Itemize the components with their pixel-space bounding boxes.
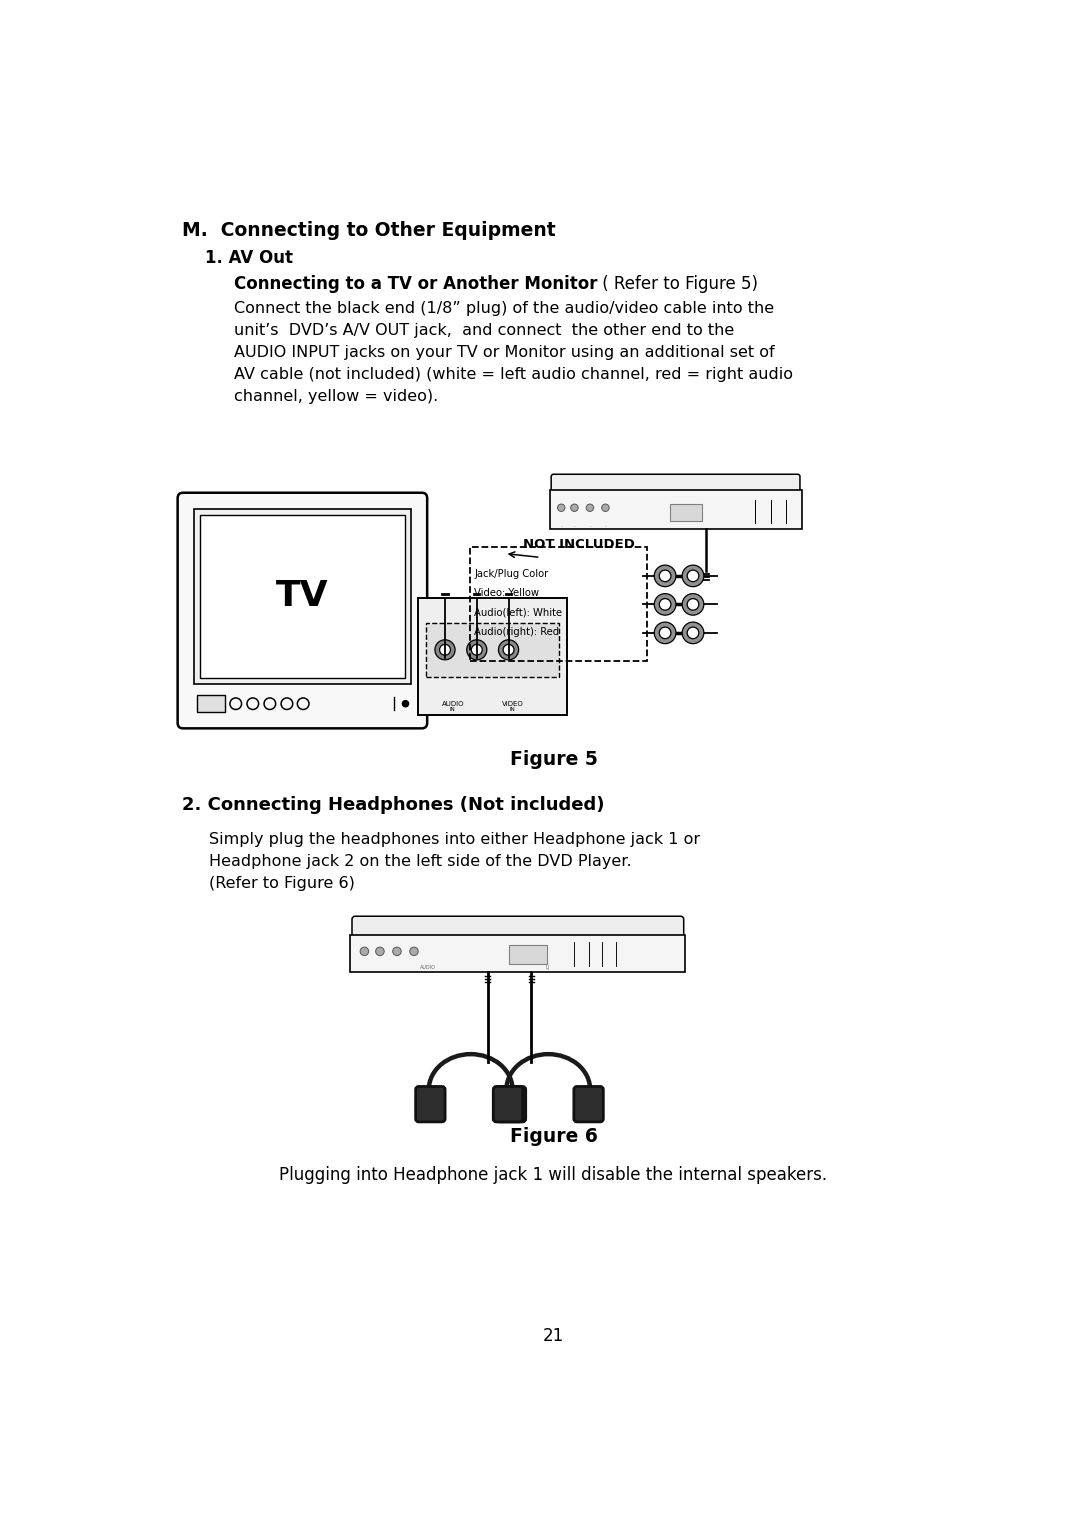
- Circle shape: [557, 504, 565, 512]
- Text: Connecting to a TV or Another Monitor: Connecting to a TV or Another Monitor: [234, 274, 597, 293]
- Circle shape: [654, 593, 676, 615]
- Text: .: .: [561, 523, 562, 527]
- Bar: [550, 491, 801, 529]
- Text: AUDIO: AUDIO: [442, 701, 464, 707]
- Circle shape: [403, 701, 408, 707]
- Text: M.  Connecting to Other Equipment: M. Connecting to Other Equipment: [181, 221, 555, 241]
- Text: Figure 5: Figure 5: [510, 750, 597, 770]
- Bar: [670, 504, 702, 521]
- Text: Simply plug the headphones into either Headphone jack 1 or: Simply plug the headphones into either H…: [208, 832, 700, 848]
- Text: unit’s  DVD’s A/V OUT jack,  and connect  the other end to the: unit’s DVD’s A/V OUT jack, and connect t…: [234, 323, 734, 337]
- FancyBboxPatch shape: [573, 1087, 604, 1122]
- Text: Figure 6: Figure 6: [510, 1127, 597, 1147]
- Circle shape: [687, 598, 699, 610]
- Bar: [510, 946, 546, 964]
- Circle shape: [393, 947, 401, 955]
- Text: .: .: [605, 523, 606, 527]
- Circle shape: [687, 627, 699, 639]
- Text: 2. Connecting Headphones (Not included): 2. Connecting Headphones (Not included): [181, 796, 604, 814]
- Circle shape: [376, 947, 384, 955]
- Text: LJ: LJ: [546, 966, 550, 970]
- Circle shape: [683, 566, 704, 587]
- Text: Video: Yellow: Video: Yellow: [474, 589, 539, 598]
- Circle shape: [659, 627, 671, 639]
- Circle shape: [409, 947, 418, 955]
- FancyBboxPatch shape: [352, 917, 684, 938]
- Circle shape: [659, 570, 671, 581]
- FancyBboxPatch shape: [551, 474, 800, 492]
- Text: channel, yellow = video).: channel, yellow = video).: [234, 389, 438, 403]
- Bar: [350, 935, 685, 972]
- Text: IN: IN: [510, 707, 515, 711]
- Text: Headphone jack 2 on the left side of the DVD Player.: Headphone jack 2 on the left side of the…: [208, 854, 631, 869]
- Text: Connect the black end (1/8” plug) of the audio/video cable into the: Connect the black end (1/8” plug) of the…: [234, 300, 774, 316]
- Text: VIDEO: VIDEO: [501, 701, 524, 707]
- Circle shape: [659, 598, 671, 610]
- Text: Audio(right): Red: Audio(right): Red: [474, 627, 559, 636]
- FancyBboxPatch shape: [416, 1087, 445, 1122]
- Circle shape: [654, 622, 676, 644]
- Text: 21: 21: [543, 1328, 564, 1346]
- Text: Jack/Plug Color: Jack/Plug Color: [474, 569, 549, 579]
- Text: .: .: [589, 523, 591, 527]
- Circle shape: [499, 639, 518, 659]
- Text: Audio(left): White: Audio(left): White: [474, 607, 563, 618]
- Circle shape: [654, 566, 676, 587]
- Circle shape: [471, 644, 482, 655]
- Text: Plugging into Headphone jack 1 will disable the internal speakers.: Plugging into Headphone jack 1 will disa…: [280, 1165, 827, 1183]
- Text: AUDIO INPUT jacks on your TV or Monitor using an additional set of: AUDIO INPUT jacks on your TV or Monitor …: [234, 345, 774, 360]
- Circle shape: [440, 644, 450, 655]
- FancyBboxPatch shape: [177, 492, 428, 728]
- Text: ( Refer to Figure 5): ( Refer to Figure 5): [597, 274, 758, 293]
- Bar: [426, 622, 559, 676]
- Text: TV: TV: [276, 579, 328, 613]
- Text: 1. AV Out: 1. AV Out: [205, 250, 293, 267]
- Circle shape: [586, 504, 594, 512]
- FancyBboxPatch shape: [494, 1087, 523, 1122]
- Circle shape: [683, 622, 704, 644]
- Circle shape: [570, 504, 578, 512]
- Circle shape: [435, 639, 455, 659]
- Circle shape: [602, 504, 609, 512]
- Bar: [197, 696, 225, 713]
- Text: (Refer to Figure 6): (Refer to Figure 6): [208, 877, 354, 891]
- Circle shape: [503, 644, 514, 655]
- Circle shape: [687, 570, 699, 581]
- Bar: [200, 515, 405, 678]
- Text: NOT INCLUDED: NOT INCLUDED: [524, 538, 635, 552]
- Bar: [470, 547, 647, 661]
- Bar: [418, 598, 567, 716]
- Circle shape: [683, 593, 704, 615]
- Bar: [194, 509, 410, 684]
- Text: .: .: [573, 523, 576, 527]
- Circle shape: [360, 947, 368, 955]
- FancyBboxPatch shape: [496, 1087, 526, 1122]
- Text: IN: IN: [450, 707, 456, 711]
- Text: AV cable (not included) (white = left audio channel, red = right audio: AV cable (not included) (white = left au…: [234, 366, 793, 382]
- Circle shape: [467, 639, 487, 659]
- Text: AUDIO: AUDIO: [420, 966, 436, 970]
